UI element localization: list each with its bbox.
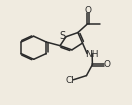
Text: Cl: Cl bbox=[65, 76, 74, 85]
Text: O: O bbox=[104, 60, 111, 69]
Text: S: S bbox=[60, 31, 66, 41]
Text: NH: NH bbox=[85, 50, 99, 59]
Text: O: O bbox=[84, 6, 91, 15]
